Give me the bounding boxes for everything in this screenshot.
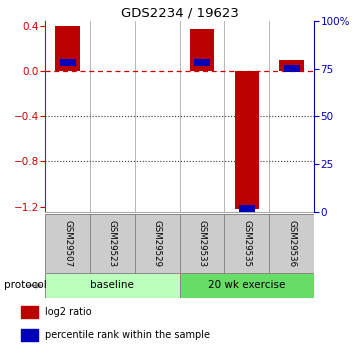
Bar [21,329,38,341]
Bar [235,71,259,209]
Text: GSM29533: GSM29533 [197,220,206,267]
Text: log2 ratio: log2 ratio [45,307,91,317]
Bar [60,59,75,66]
Bar [45,214,90,273]
Text: GSM29536: GSM29536 [287,220,296,267]
Text: GSM29523: GSM29523 [108,220,117,267]
Bar [135,214,179,273]
Bar [55,26,80,71]
Bar [194,59,210,66]
Bar [179,214,225,273]
Bar [284,65,300,72]
Bar [21,306,38,318]
Title: GDS2234 / 19623: GDS2234 / 19623 [121,7,239,20]
Bar [239,205,255,212]
Text: GSM29535: GSM29535 [242,220,251,267]
Bar [179,273,314,298]
Bar [269,214,314,273]
Bar [45,273,180,298]
Bar [190,29,214,71]
Text: percentile rank within the sample: percentile rank within the sample [45,330,210,340]
Bar [90,214,135,273]
Text: GSM29507: GSM29507 [63,220,72,267]
Text: protocol: protocol [4,280,46,290]
Bar [225,214,269,273]
Bar [279,60,304,71]
Text: GSM29529: GSM29529 [153,220,162,267]
Text: baseline: baseline [90,280,134,290]
Text: 20 wk exercise: 20 wk exercise [208,280,286,290]
